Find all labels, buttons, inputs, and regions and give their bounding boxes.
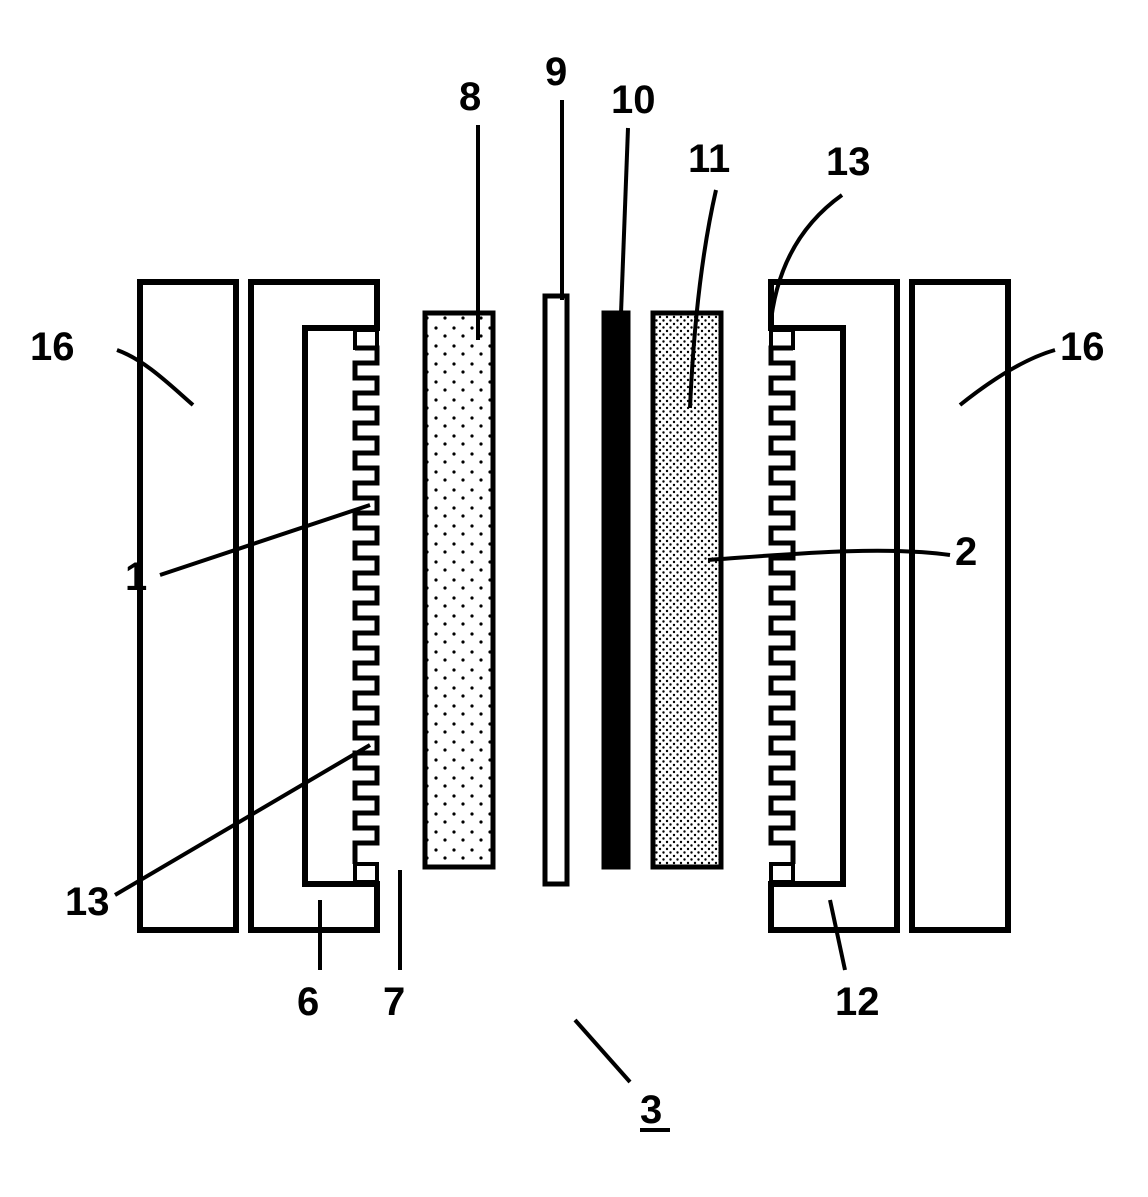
label-11: 11 [688,137,730,182]
diagram-svg [0,0,1148,1197]
label-10: 10 [611,78,656,123]
layer-11 [653,313,721,867]
label-6: 6 [297,980,319,1025]
seal-7-top [355,330,377,348]
label-12: 12 [835,980,880,1025]
label-8: 8 [459,75,481,120]
label-16-left: 16 [30,325,75,370]
label-7: 7 [383,980,405,1025]
label-3: 3 [640,1088,662,1133]
label-1: 1 [125,555,147,600]
label-16-right: 16 [1060,325,1105,370]
layer-8 [425,313,493,867]
layer-10 [604,313,628,867]
diagram-canvas: 16 16 13 13 1 2 6 7 12 3 8 9 10 11 [0,0,1148,1197]
seal-13-top [771,330,793,348]
label-2: 2 [955,530,977,575]
seal-7-bottom [355,864,377,882]
layer-9 [545,296,567,884]
finned-right [771,348,793,864]
label-13-bot: 13 [65,880,110,925]
label-9: 9 [545,50,567,95]
seal-13-bottom [771,864,793,882]
finned-left [355,348,377,864]
label-13-top: 13 [826,140,871,185]
